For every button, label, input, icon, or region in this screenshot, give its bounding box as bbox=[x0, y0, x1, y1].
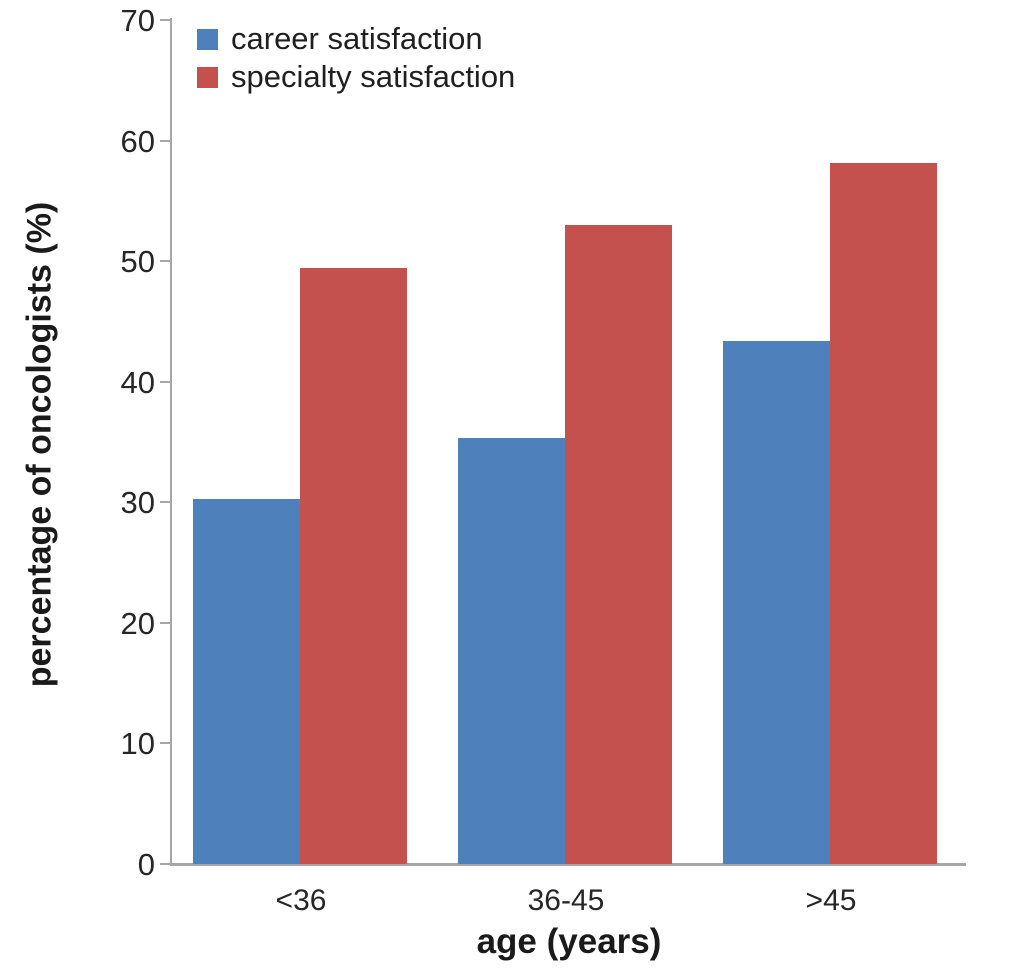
y-tick-label: 0 bbox=[137, 847, 155, 882]
y-tick-label: 20 bbox=[120, 605, 155, 641]
y-tick-mark bbox=[160, 139, 170, 142]
x-axis-line bbox=[170, 863, 966, 866]
y-tick-mark bbox=[160, 863, 170, 865]
y-tick-mark bbox=[160, 380, 170, 383]
y-tick-label: 60 bbox=[120, 123, 155, 159]
legend-item: career satisfaction bbox=[197, 20, 515, 58]
y-tick-mark bbox=[160, 742, 170, 745]
x-category-label: 36-45 bbox=[527, 884, 605, 917]
legend-swatch-icon bbox=[197, 66, 218, 88]
bar-career-satisfaction-<36 bbox=[193, 498, 300, 864]
legend-label: specialty satisfaction bbox=[231, 59, 516, 94]
bar-specialty-satisfaction-36-45 bbox=[565, 224, 672, 864]
y-tick-label: 70 bbox=[120, 3, 155, 38]
bar-specialty-satisfaction-<36 bbox=[300, 268, 407, 864]
y-tick-mark bbox=[160, 501, 170, 504]
y-tick-label: 10 bbox=[120, 726, 155, 762]
legend: career satisfaction specialty satisfactio… bbox=[197, 20, 515, 96]
legend-label: career satisfaction bbox=[231, 21, 483, 56]
x-category-label: >45 bbox=[805, 884, 857, 917]
y-tick-mark bbox=[160, 19, 170, 21]
legend-item: specialty satisfaction bbox=[197, 58, 515, 96]
y-tick-mark bbox=[160, 621, 170, 624]
y-axis-title: percentage of oncologists (%) bbox=[20, 201, 59, 688]
x-category-label: <36 bbox=[275, 884, 327, 917]
y-tick-label: 40 bbox=[120, 364, 155, 400]
legend-swatch-icon bbox=[197, 28, 218, 50]
bar-career-satisfaction->45 bbox=[723, 340, 830, 864]
y-tick-mark bbox=[160, 260, 170, 263]
y-axis-line bbox=[170, 18, 172, 866]
bar-career-satisfaction-36-45 bbox=[458, 438, 565, 864]
y-tick-label: 30 bbox=[120, 485, 155, 521]
x-axis-title: age (years) bbox=[476, 922, 662, 961]
bar-specialty-satisfaction->45 bbox=[830, 163, 937, 864]
y-tick-label: 50 bbox=[120, 244, 155, 280]
